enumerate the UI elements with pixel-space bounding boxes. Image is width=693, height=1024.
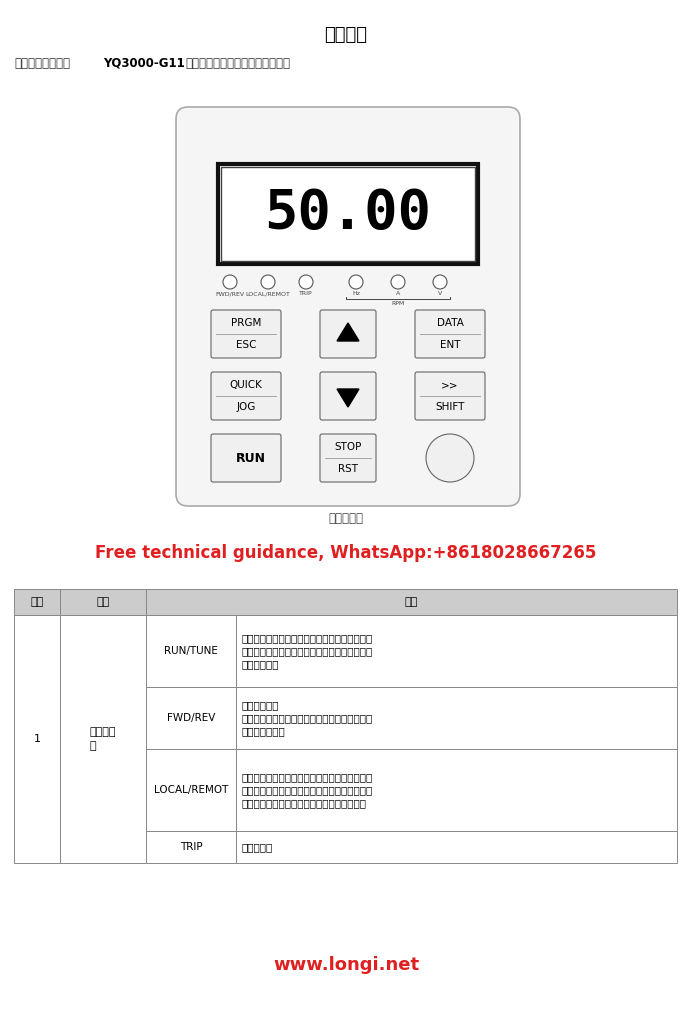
Text: RUN: RUN (236, 452, 266, 465)
Text: 键盘简介: 键盘简介 (324, 26, 367, 44)
FancyBboxPatch shape (415, 372, 485, 420)
Circle shape (223, 275, 237, 289)
Text: 序号: 序号 (30, 597, 44, 607)
Text: STOP: STOP (334, 442, 362, 452)
Bar (236, 831, 677, 863)
Text: FWD/REV: FWD/REV (167, 713, 216, 723)
Circle shape (349, 275, 363, 289)
Text: RPM: RPM (392, 301, 405, 306)
Text: 系列、读取状态数据和调整参数。: 系列、读取状态数据和调整参数。 (185, 57, 290, 70)
Polygon shape (337, 389, 359, 407)
Text: 名称: 名称 (96, 597, 109, 607)
Bar (60, 615, 146, 863)
FancyBboxPatch shape (211, 372, 281, 420)
Text: 1: 1 (33, 734, 40, 744)
Text: www.longi.net: www.longi.net (273, 956, 419, 974)
Text: TRIP: TRIP (179, 842, 202, 852)
Circle shape (426, 434, 474, 482)
Text: Hz: Hz (352, 291, 360, 296)
Bar (146, 687, 236, 749)
Circle shape (299, 275, 313, 289)
Bar (221, 167, 475, 261)
FancyBboxPatch shape (176, 106, 520, 506)
Text: LOCAL/REMOT: LOCAL/REMOT (245, 291, 290, 296)
Text: ENT: ENT (440, 340, 460, 350)
Text: QUICK: QUICK (229, 380, 263, 390)
Text: 50.00: 50.00 (265, 187, 432, 241)
Circle shape (391, 275, 405, 289)
Text: 说明: 说明 (405, 597, 418, 607)
Circle shape (261, 275, 275, 289)
Text: Free technical guidance, WhatsApp:+8618028667265: Free technical guidance, WhatsApp:+86180… (96, 544, 597, 562)
Text: YQ3000-G11: YQ3000-G11 (103, 57, 185, 70)
FancyBboxPatch shape (211, 310, 281, 358)
FancyBboxPatch shape (320, 372, 376, 420)
Text: LOCAL/REMOT: LOCAL/REMOT (154, 785, 228, 795)
Text: FWD/REV: FWD/REV (216, 291, 245, 296)
Bar (146, 615, 236, 687)
Bar (14, 589, 60, 615)
Text: 键盘示意图: 键盘示意图 (328, 512, 364, 525)
Text: A: A (396, 291, 400, 296)
Bar (60, 589, 146, 615)
Bar (236, 615, 677, 687)
Text: 灯灭时表示变频器处于停机状态；灯闪烁表示变
频器处于参数自学习状态；灯亮时表示变频器处
于运转状态；: 灯灭时表示变频器处于停机状态；灯闪烁表示变 频器处于参数自学习状态；灯亮时表示变… (241, 633, 372, 670)
Text: 状态指示
灯: 状态指示 灯 (90, 727, 116, 751)
Bar (146, 749, 236, 831)
Text: PRGM: PRGM (231, 318, 261, 328)
FancyBboxPatch shape (415, 310, 485, 358)
Bar (146, 831, 236, 863)
Text: JOG: JOG (236, 402, 256, 412)
Text: TRIP: TRIP (299, 291, 313, 296)
FancyBboxPatch shape (320, 434, 376, 482)
Text: ESC: ESC (236, 340, 256, 350)
Polygon shape (337, 323, 359, 341)
Text: RUN/TUNE: RUN/TUNE (164, 646, 218, 656)
Text: 键盘操作，端子操作与远程通讯控制的指示灯。
灯灭表示键盘操作控制状态；灯闪烁表示端子操
作控制状态；灯亮表示处于远程操作控制状态: 键盘操作，端子操作与远程通讯控制的指示灯。 灯灭表示键盘操作控制状态；灯闪烁表示… (241, 772, 372, 808)
Text: RST: RST (338, 464, 358, 474)
Text: SHIFT: SHIFT (435, 402, 465, 412)
Text: 故障指示灯: 故障指示灯 (241, 842, 272, 852)
Text: V: V (438, 291, 442, 296)
Text: 正反转指示灯
灯灭表示处于变频器正转状态；灯亮表示变频器
处于反转状态。: 正反转指示灯 灯灭表示处于变频器正转状态；灯亮表示变频器 处于反转状态。 (241, 699, 372, 736)
Bar (218, 164, 478, 264)
Bar (146, 589, 677, 615)
FancyBboxPatch shape (320, 310, 376, 358)
Text: DATA: DATA (437, 318, 464, 328)
Bar (14, 615, 60, 863)
Text: ·: · (238, 447, 244, 465)
Bar (236, 749, 677, 831)
Bar (236, 687, 677, 749)
Circle shape (433, 275, 447, 289)
FancyBboxPatch shape (211, 434, 281, 482)
Text: 键盘的用途是控制: 键盘的用途是控制 (14, 57, 70, 70)
Text: >>: >> (441, 380, 459, 390)
